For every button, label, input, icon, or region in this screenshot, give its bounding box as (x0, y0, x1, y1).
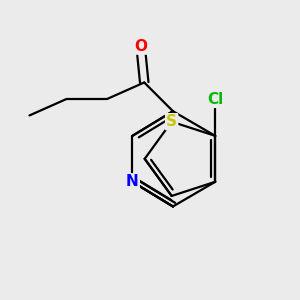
Text: S: S (166, 114, 177, 129)
Text: O: O (134, 39, 147, 54)
Text: Cl: Cl (207, 92, 224, 107)
Text: N: N (126, 174, 139, 189)
